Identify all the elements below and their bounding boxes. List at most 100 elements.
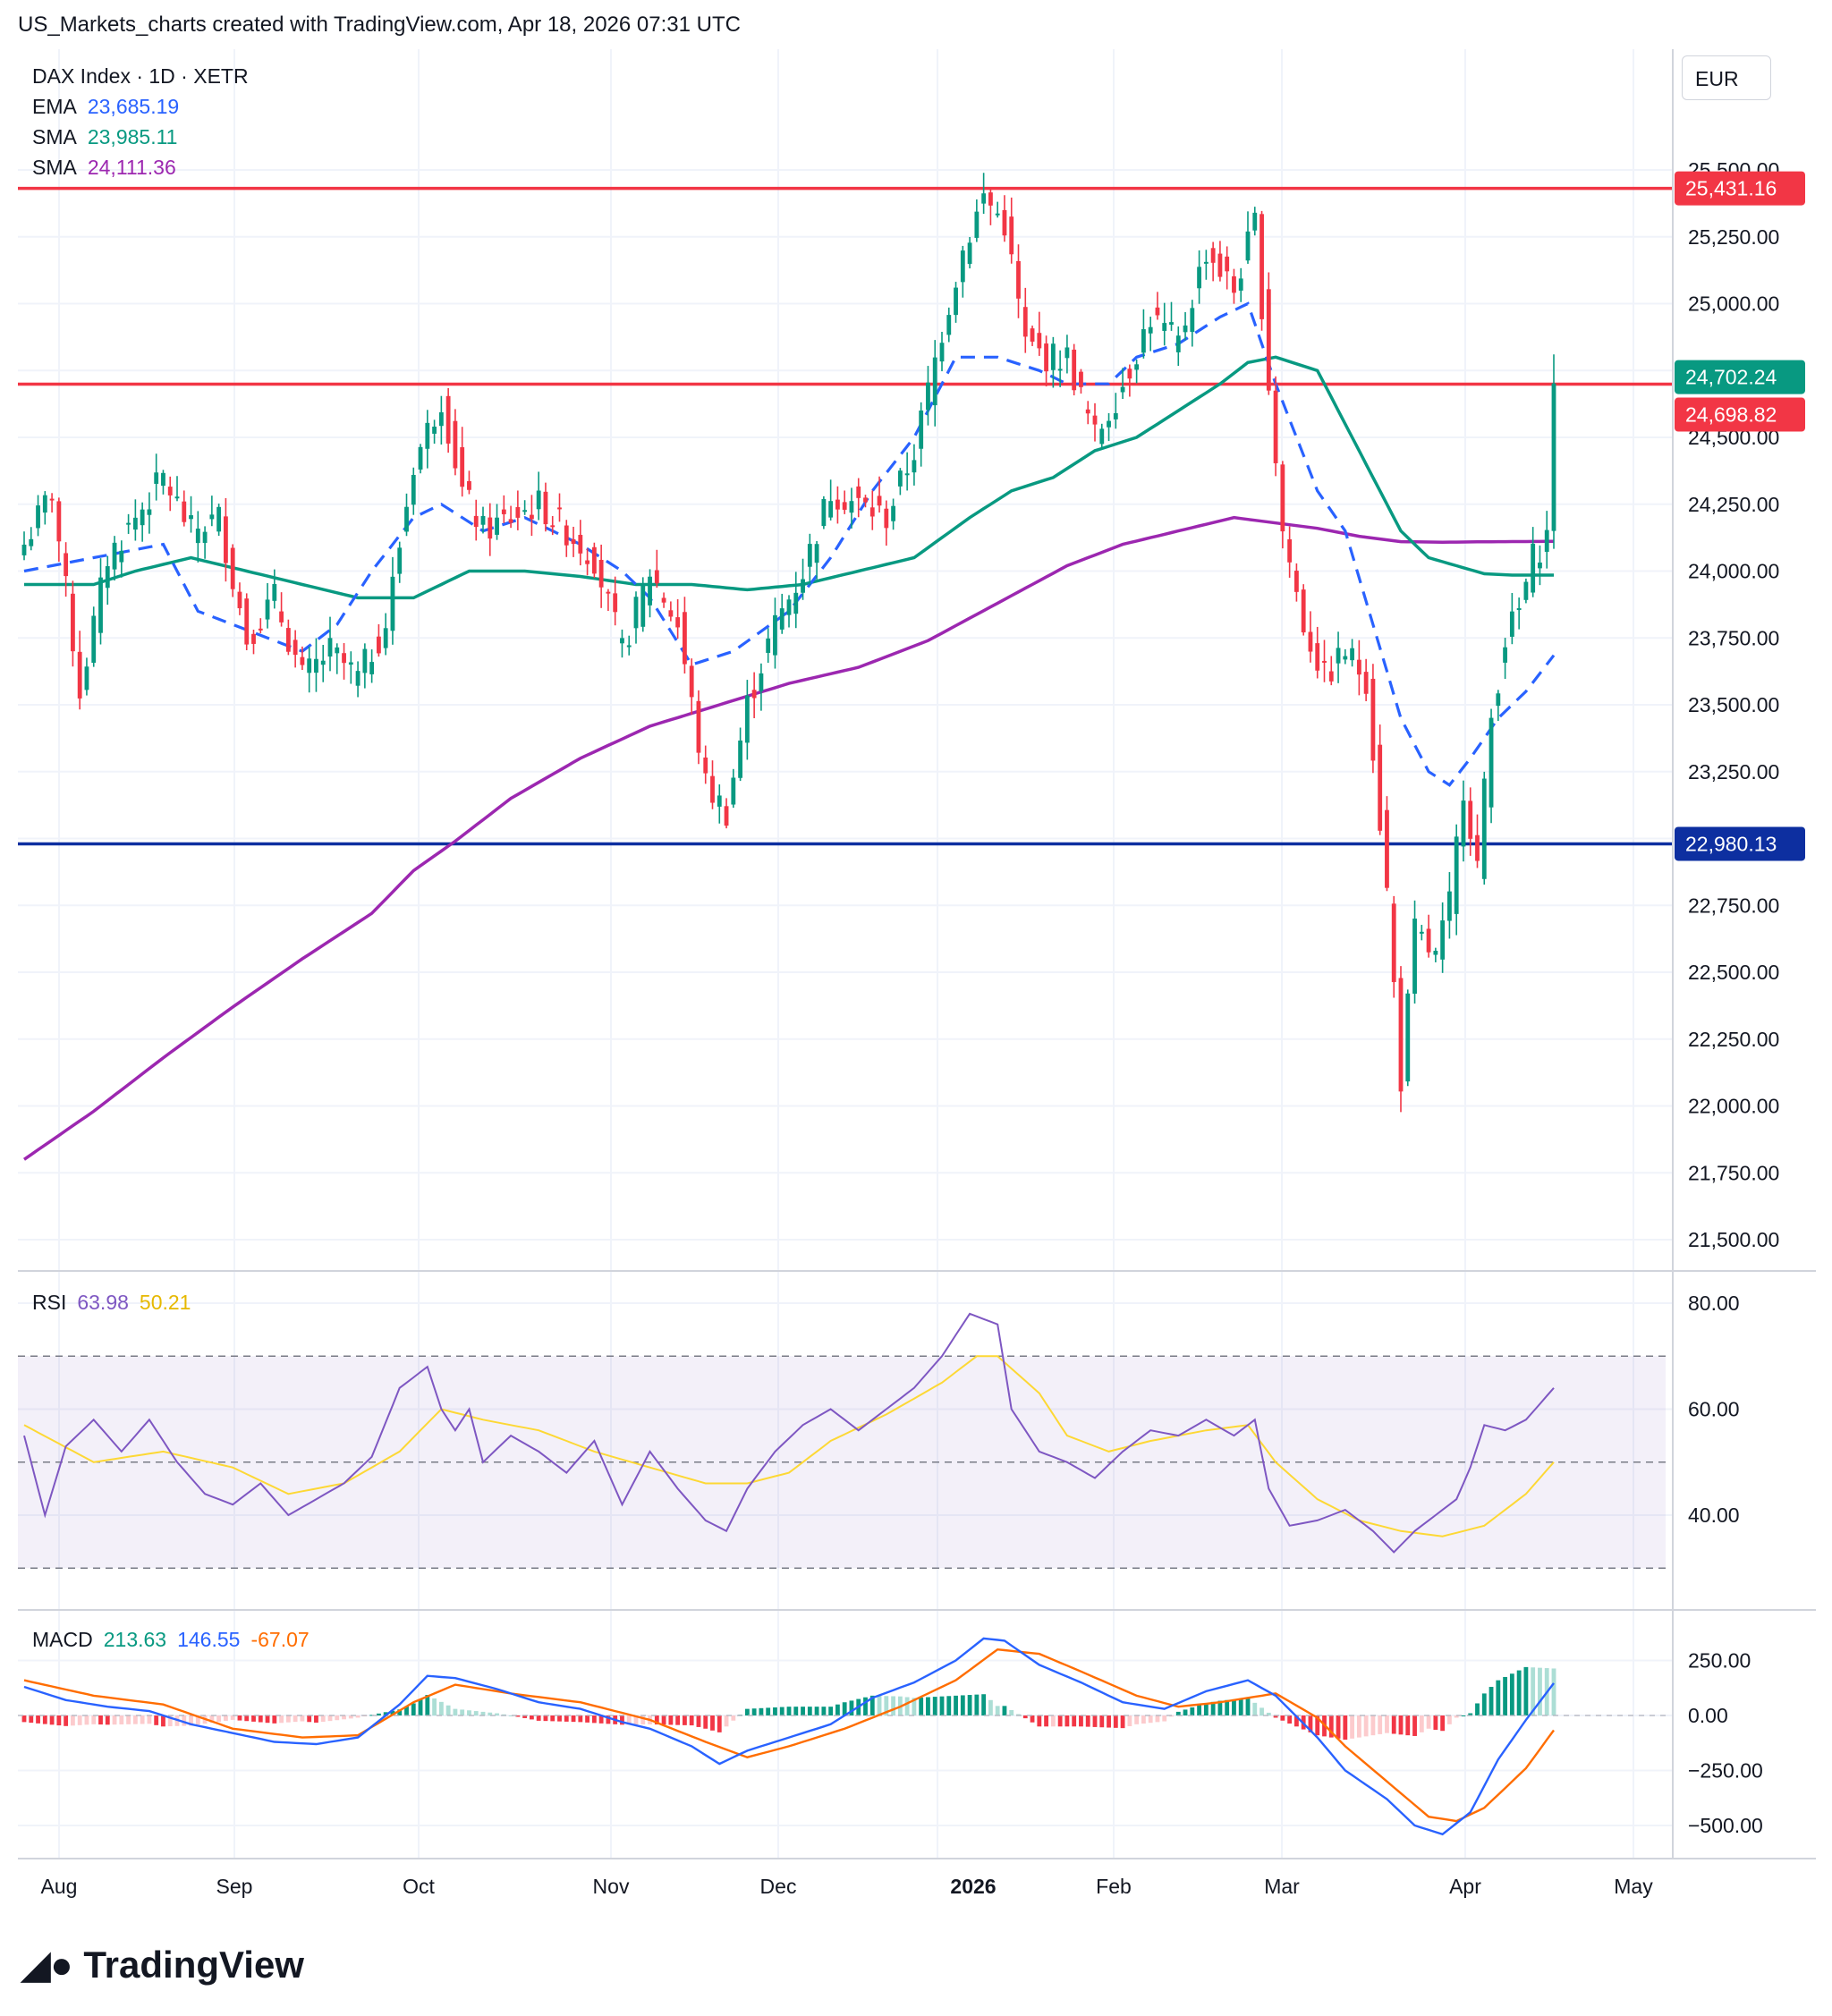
macd-histogram-bar (1523, 1666, 1529, 1715)
macd-histogram-bar (550, 1715, 556, 1722)
indicator-sma200-label: SMA (32, 156, 77, 179)
currency-button[interactable]: EUR (1682, 55, 1771, 100)
candle-body (1009, 216, 1014, 255)
macd-histogram-bar (620, 1715, 624, 1725)
candle-body (285, 628, 291, 652)
macd-histogram-bar (814, 1707, 819, 1715)
macd-histogram-bar (801, 1707, 805, 1715)
macd-histogram-bar (849, 1700, 854, 1715)
macd-histogram-bar (904, 1697, 910, 1715)
macd-histogram-bar (36, 1715, 40, 1724)
candle-body (265, 599, 270, 620)
macd-histogram-bar (1454, 1715, 1459, 1718)
candle-body (1002, 209, 1007, 236)
macd-histogram-bar (786, 1707, 792, 1715)
candle-body (1210, 248, 1216, 263)
candle-body (550, 525, 556, 528)
candle-body (703, 757, 708, 774)
macd-histogram-bar (1308, 1715, 1313, 1732)
sma200-line (23, 515, 1554, 1161)
candle-body (1120, 386, 1125, 393)
candle-body (182, 501, 187, 522)
macd-histogram-bar (828, 1707, 834, 1715)
candle-body (223, 516, 228, 563)
macd-histogram-bar (1120, 1715, 1125, 1729)
header-attribution: US_Markets_charts created with TradingVi… (18, 13, 741, 37)
macd-histogram-bar (1391, 1715, 1396, 1734)
candle-body (1044, 343, 1049, 372)
macd-histogram-bar (1127, 1715, 1132, 1726)
candle-body (1099, 428, 1105, 445)
candle-body (668, 610, 674, 617)
candle-body (1531, 543, 1536, 593)
candle-body (320, 660, 326, 665)
symbol-title[interactable]: DAX Index · 1D · XETR (32, 64, 249, 88)
macd-histogram-bar (488, 1712, 493, 1715)
macd-histogram-bar (480, 1711, 486, 1715)
tradingview-logo: ◢● TradingView (21, 1943, 304, 1986)
candle-body (195, 529, 200, 544)
candle-body (1461, 800, 1466, 847)
macd-histogram-bar (1190, 1707, 1195, 1715)
macd-histogram-bar (348, 1715, 353, 1719)
candle-body (112, 542, 117, 570)
candle-body (1446, 891, 1452, 921)
candle-body (216, 506, 222, 532)
candle-body (460, 447, 465, 487)
candle-body (1419, 931, 1424, 934)
rsi-band-fill (18, 1356, 1666, 1569)
macd-histogram-bar (1293, 1715, 1299, 1727)
macd-histogram-bar (21, 1715, 27, 1723)
macd-histogram-bar (759, 1707, 764, 1715)
macd-histogram-bar (467, 1710, 471, 1715)
candle-body (1203, 261, 1209, 264)
candle-body (1356, 659, 1361, 675)
candle-body (1175, 335, 1181, 352)
rsi-legend[interactable]: RSI 63.98 50.21 (32, 1291, 191, 1315)
candle-body (1245, 231, 1251, 261)
candle-body (751, 690, 757, 699)
candle-body (626, 645, 632, 648)
indicator-sma50[interactable]: SMA 23,985.11 (32, 125, 177, 149)
candle-body (1037, 333, 1042, 349)
candle-body (1544, 529, 1549, 552)
macd-histogram-bar (954, 1695, 958, 1715)
candle-body (828, 501, 834, 518)
time-axis-label: Aug (41, 1875, 78, 1898)
indicator-sma200[interactable]: SMA 24,111.36 (32, 156, 176, 180)
macd-histogram-bar (1328, 1715, 1334, 1738)
candle-body (335, 647, 340, 654)
macd-histogram-bar (77, 1715, 82, 1725)
macd-legend[interactable]: MACD 213.63 146.55 -67.07 (32, 1628, 310, 1652)
candle-body (821, 498, 827, 527)
macd-histogram-bar (654, 1715, 659, 1725)
macd-histogram-bar (251, 1715, 256, 1722)
macd-histogram-bar (633, 1715, 639, 1725)
macd-histogram-bar (285, 1715, 291, 1723)
indicator-ema[interactable]: EMA 23,685.19 (32, 95, 179, 119)
macd-histogram-bar (56, 1715, 62, 1726)
indicator-ema-label: EMA (32, 95, 77, 118)
macd-histogram-bar (793, 1707, 799, 1715)
macd-histogram-bar (946, 1696, 952, 1715)
rsi-line (23, 1312, 1555, 1554)
macd-histogram-bar (404, 1706, 409, 1715)
macd-signal-line (23, 1648, 1555, 1823)
macd-histogram-bar (1155, 1715, 1160, 1723)
macd-histogram-bar (807, 1707, 812, 1715)
macd-tick-label: −500.00 (1688, 1814, 1763, 1837)
macd-histogram-bar (1175, 1711, 1181, 1715)
candle-body (1405, 993, 1411, 1082)
macd-histogram-bar (1461, 1715, 1466, 1716)
macd-histogram-bar (1370, 1715, 1376, 1736)
macd-histogram-bar (640, 1715, 646, 1724)
candle-body (258, 628, 263, 631)
time-axis-label: Apr (1449, 1875, 1481, 1898)
macd-histogram-bar (327, 1715, 333, 1722)
macd-histogram-bar (598, 1715, 604, 1724)
candle-body (1426, 928, 1431, 953)
candle-body (766, 638, 771, 653)
candle-body (1363, 672, 1369, 694)
price-tick-label: 22,750.00 (1688, 894, 1779, 917)
